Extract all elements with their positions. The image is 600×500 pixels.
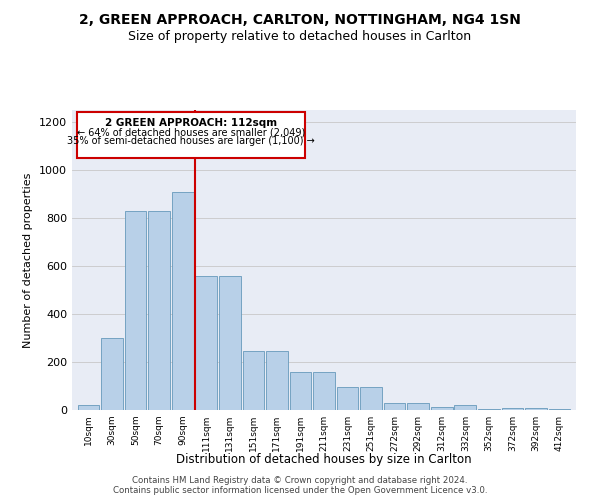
Bar [290,372,311,410]
Bar [478,408,500,410]
Text: Distribution of detached houses by size in Carlton: Distribution of detached houses by size … [176,454,472,466]
Bar [148,211,170,410]
Bar [196,276,217,410]
Bar [313,372,335,410]
Bar [266,351,288,410]
Bar [407,404,429,410]
Text: Contains HM Land Registry data © Crown copyright and database right 2024.: Contains HM Land Registry data © Crown c… [132,476,468,485]
Bar [360,387,382,410]
Bar [431,406,452,410]
FancyBboxPatch shape [77,112,305,158]
Text: Size of property relative to detached houses in Carlton: Size of property relative to detached ho… [128,30,472,43]
Text: 35% of semi-detached houses are larger (1,100) →: 35% of semi-detached houses are larger (… [67,136,315,146]
Text: ← 64% of detached houses are smaller (2,049): ← 64% of detached houses are smaller (2,… [77,127,305,137]
Bar [242,351,264,410]
Text: Contains public sector information licensed under the Open Government Licence v3: Contains public sector information licen… [113,486,487,495]
Bar [125,211,146,410]
Bar [337,387,358,410]
Text: 2 GREEN APPROACH: 112sqm: 2 GREEN APPROACH: 112sqm [105,118,277,128]
Bar [219,276,241,410]
Bar [502,408,523,410]
Bar [77,405,100,410]
Bar [548,408,571,410]
Bar [101,338,123,410]
Y-axis label: Number of detached properties: Number of detached properties [23,172,34,348]
Bar [525,408,547,410]
Bar [384,404,406,410]
Bar [454,404,476,410]
Text: 2, GREEN APPROACH, CARLTON, NOTTINGHAM, NG4 1SN: 2, GREEN APPROACH, CARLTON, NOTTINGHAM, … [79,12,521,26]
Bar [172,192,194,410]
